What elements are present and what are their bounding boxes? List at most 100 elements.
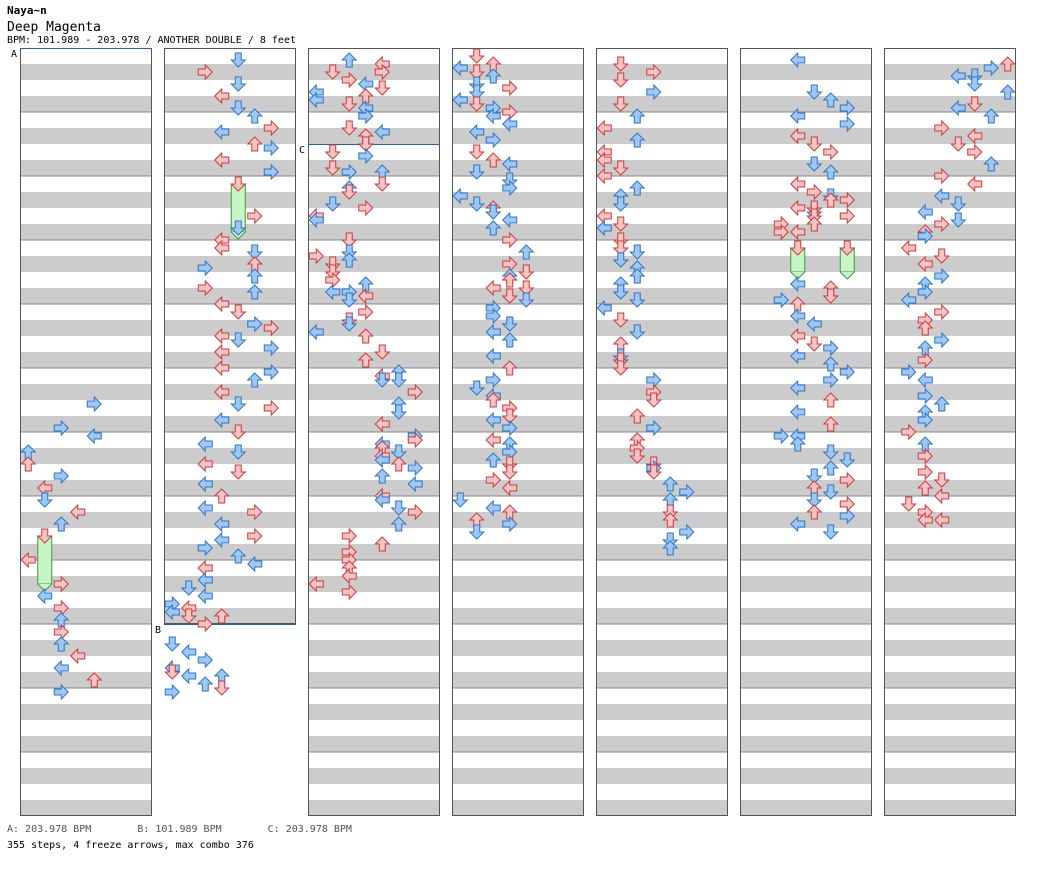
up-arrow-icon	[822, 356, 839, 372]
beat-stripe	[596, 320, 728, 336]
left-arrow-icon	[164, 603, 180, 621]
down-arrow-icon	[341, 96, 358, 112]
left-arrow-icon	[485, 347, 501, 365]
left-arrow-icon	[790, 223, 806, 241]
beat-stripe	[164, 160, 296, 176]
beat-stripe	[308, 704, 440, 720]
left-arrow-icon	[452, 187, 468, 205]
beat-stripe	[452, 448, 584, 464]
down-arrow-icon	[452, 492, 469, 508]
beat-stripe	[308, 640, 440, 656]
right-arrow-icon	[934, 119, 950, 137]
beat-stripe	[164, 576, 296, 592]
right-arrow-icon	[247, 315, 263, 333]
beat-stripe	[164, 128, 296, 144]
beat-stripe	[740, 128, 872, 144]
beat-stripe	[164, 288, 296, 304]
right-arrow-icon	[839, 471, 855, 489]
column-border	[740, 48, 872, 816]
up-arrow-icon	[213, 608, 230, 624]
beat-stripe	[884, 512, 1016, 528]
down-arrow-icon	[629, 448, 646, 464]
beat-stripe	[884, 96, 1016, 112]
down-arrow-icon	[468, 96, 485, 112]
beat-stripe	[308, 64, 440, 80]
beat-stripe	[452, 480, 584, 496]
down-arrow-icon	[612, 56, 629, 72]
beat-stripe	[164, 480, 296, 496]
left-arrow-icon	[790, 175, 806, 193]
right-arrow-icon	[934, 267, 950, 285]
down-arrow-icon	[180, 580, 197, 596]
right-arrow-icon	[839, 99, 855, 117]
beat-stripe	[452, 416, 584, 432]
right-arrow-icon	[247, 207, 263, 225]
right-arrow-icon	[773, 223, 789, 241]
up-arrow-icon	[822, 92, 839, 108]
left-arrow-icon	[790, 347, 806, 365]
beat-stripe	[596, 160, 728, 176]
up-arrow-icon	[20, 456, 37, 472]
up-arrow-icon	[917, 480, 934, 496]
column-border	[452, 48, 584, 816]
down-arrow-icon	[374, 176, 391, 192]
down-arrow-icon	[612, 160, 629, 176]
left-arrow-icon	[214, 123, 230, 141]
right-arrow-icon	[197, 539, 213, 557]
right-arrow-icon	[263, 119, 279, 137]
beat-stripe	[164, 384, 296, 400]
left-arrow-icon	[214, 359, 230, 377]
bpm-change-label: B	[155, 625, 161, 636]
right-arrow-icon	[263, 319, 279, 337]
right-arrow-icon	[358, 107, 374, 125]
up-arrow-icon	[246, 372, 263, 388]
right-arrow-icon	[839, 191, 855, 209]
left-arrow-icon	[596, 299, 612, 317]
left-arrow-icon	[308, 575, 324, 593]
down-arrow-icon	[806, 136, 823, 152]
right-arrow-icon	[502, 515, 518, 533]
beat-stripe	[884, 704, 1016, 720]
down-arrow-icon	[324, 160, 341, 176]
beat-stripe	[884, 768, 1016, 784]
down-arrow-icon	[374, 80, 391, 96]
left-arrow-icon	[502, 115, 518, 133]
beat-stripe	[452, 192, 584, 208]
beat-stripe	[20, 64, 152, 80]
right-arrow-icon	[823, 371, 839, 389]
beat-stripe	[740, 384, 872, 400]
beat-stripe	[884, 64, 1016, 80]
right-arrow-icon	[341, 71, 357, 89]
beat-stripe	[20, 480, 152, 496]
beat-stripe	[740, 96, 872, 112]
down-arrow-icon	[468, 64, 485, 80]
beat-stripe	[20, 448, 152, 464]
up-arrow-icon	[662, 476, 679, 492]
left-arrow-icon	[452, 91, 468, 109]
left-arrow-icon	[37, 587, 53, 605]
right-arrow-icon	[341, 583, 357, 601]
beat-stripe	[164, 192, 296, 208]
up-arrow-icon	[485, 452, 502, 468]
down-arrow-icon	[612, 72, 629, 88]
right-arrow-icon	[773, 291, 789, 309]
down-arrow-icon	[822, 484, 839, 500]
left-arrow-icon	[790, 307, 806, 325]
down-arrow-icon	[390, 500, 407, 516]
up-arrow-icon	[806, 216, 823, 232]
left-arrow-icon	[308, 91, 324, 109]
up-arrow-icon	[518, 244, 535, 260]
beat-stripe	[452, 736, 584, 752]
beat-stripe	[308, 160, 440, 176]
artist-name: Naya~n	[7, 4, 47, 17]
down-arrow-icon	[230, 444, 247, 460]
left-arrow-icon	[934, 487, 950, 505]
right-arrow-icon	[502, 231, 518, 249]
beat-stripe	[20, 576, 152, 592]
left-arrow-icon	[967, 127, 983, 145]
right-arrow-icon	[679, 483, 695, 501]
up-arrow-icon	[357, 328, 374, 344]
right-arrow-icon	[407, 431, 423, 449]
up-arrow-icon	[341, 252, 358, 268]
beat-stripe	[596, 544, 728, 560]
